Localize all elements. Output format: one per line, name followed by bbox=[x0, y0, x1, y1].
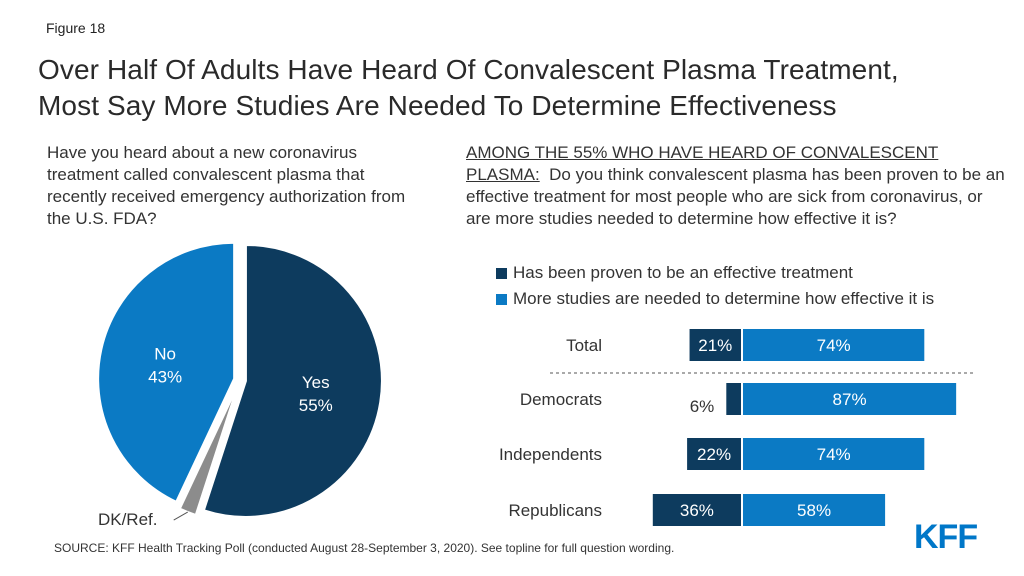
legend-item-proven: Has been proven to be an effective treat… bbox=[496, 263, 853, 283]
bar-label-proven-democrats: 6% bbox=[690, 397, 715, 416]
pie-value-no: 43% bbox=[148, 367, 182, 386]
pie-leader-dk-ref bbox=[173, 511, 188, 521]
bar-question: AMONG THE 55% WHO HAVE HEARD OF CONVALES… bbox=[466, 142, 1011, 230]
bar-label-proven-independents: 22% bbox=[697, 445, 731, 464]
pie-value-dk-ref: 2% bbox=[115, 533, 140, 535]
pie-label-yes: Yes bbox=[302, 373, 330, 392]
pie-label-no: No bbox=[154, 344, 176, 363]
pie-question: Have you heard about a new coronavirus t… bbox=[47, 143, 406, 228]
pie-chart: Yes 55% DK/Ref. 2% No 43% bbox=[97, 241, 383, 535]
bar-proven-democrats bbox=[726, 383, 741, 415]
bar-question-text: Do you think convalescent plasma has bee… bbox=[466, 165, 1005, 228]
title-line-2: Most Say More Studies Are Needed To Dete… bbox=[38, 90, 837, 121]
pie-slice-dk-ref bbox=[178, 385, 239, 517]
title-line-1: Over Half Of Adults Have Heard Of Conval… bbox=[38, 54, 899, 85]
bar-question-prefix: AMONG THE 55% WHO HAVE HEARD OF CONVALES… bbox=[466, 143, 939, 184]
category-label-independents: Independents bbox=[499, 445, 602, 464]
bar-label-proven-total: 21% bbox=[698, 336, 732, 355]
source-note: SOURCE: KFF Health Tracking Poll (conduc… bbox=[54, 541, 675, 555]
pie-label-dk-ref: DK/Ref. bbox=[98, 510, 158, 529]
legend-item-more-studies: More studies are needed to determine how… bbox=[496, 289, 934, 309]
category-label-total: Total bbox=[566, 336, 602, 355]
figure-label: Figure 18 bbox=[46, 20, 106, 36]
bar-proven-total bbox=[689, 329, 741, 361]
pie-slice-yes bbox=[202, 243, 383, 518]
pie-value-yes: 55% bbox=[299, 396, 333, 415]
bar-more-studies-independents bbox=[743, 438, 925, 470]
legend-label-more-studies: More studies are needed to determine how… bbox=[513, 289, 935, 308]
category-label-democrats: Democrats bbox=[520, 390, 602, 409]
legend-swatch-more-studies bbox=[496, 293, 507, 305]
bar-more-studies-democrats bbox=[743, 383, 957, 415]
bar-label-more-studies-total: 74% bbox=[817, 336, 851, 355]
legend-label-proven: Has been proven to be an effective treat… bbox=[513, 263, 853, 282]
kff-logo: KFF bbox=[914, 518, 978, 556]
pie-slice-no bbox=[97, 241, 236, 504]
bar-chart: Total 21% 74% Democrats 6% 87% Independents 22%… bbox=[499, 329, 975, 526]
bar-label-more-studies-independents: 74% bbox=[817, 445, 851, 464]
bar-more-studies-total bbox=[743, 329, 925, 361]
bar-label-more-studies-republicans: 58% bbox=[797, 501, 831, 520]
category-label-republicans: Republicans bbox=[508, 501, 602, 520]
bar-proven-republicans bbox=[652, 494, 741, 526]
bar-proven-independents bbox=[687, 438, 741, 470]
bar-label-proven-republicans: 36% bbox=[680, 501, 714, 520]
bar-label-more-studies-democrats: 87% bbox=[833, 390, 867, 409]
legend-swatch-proven bbox=[496, 267, 507, 279]
bar-more-studies-republicans bbox=[743, 494, 886, 526]
